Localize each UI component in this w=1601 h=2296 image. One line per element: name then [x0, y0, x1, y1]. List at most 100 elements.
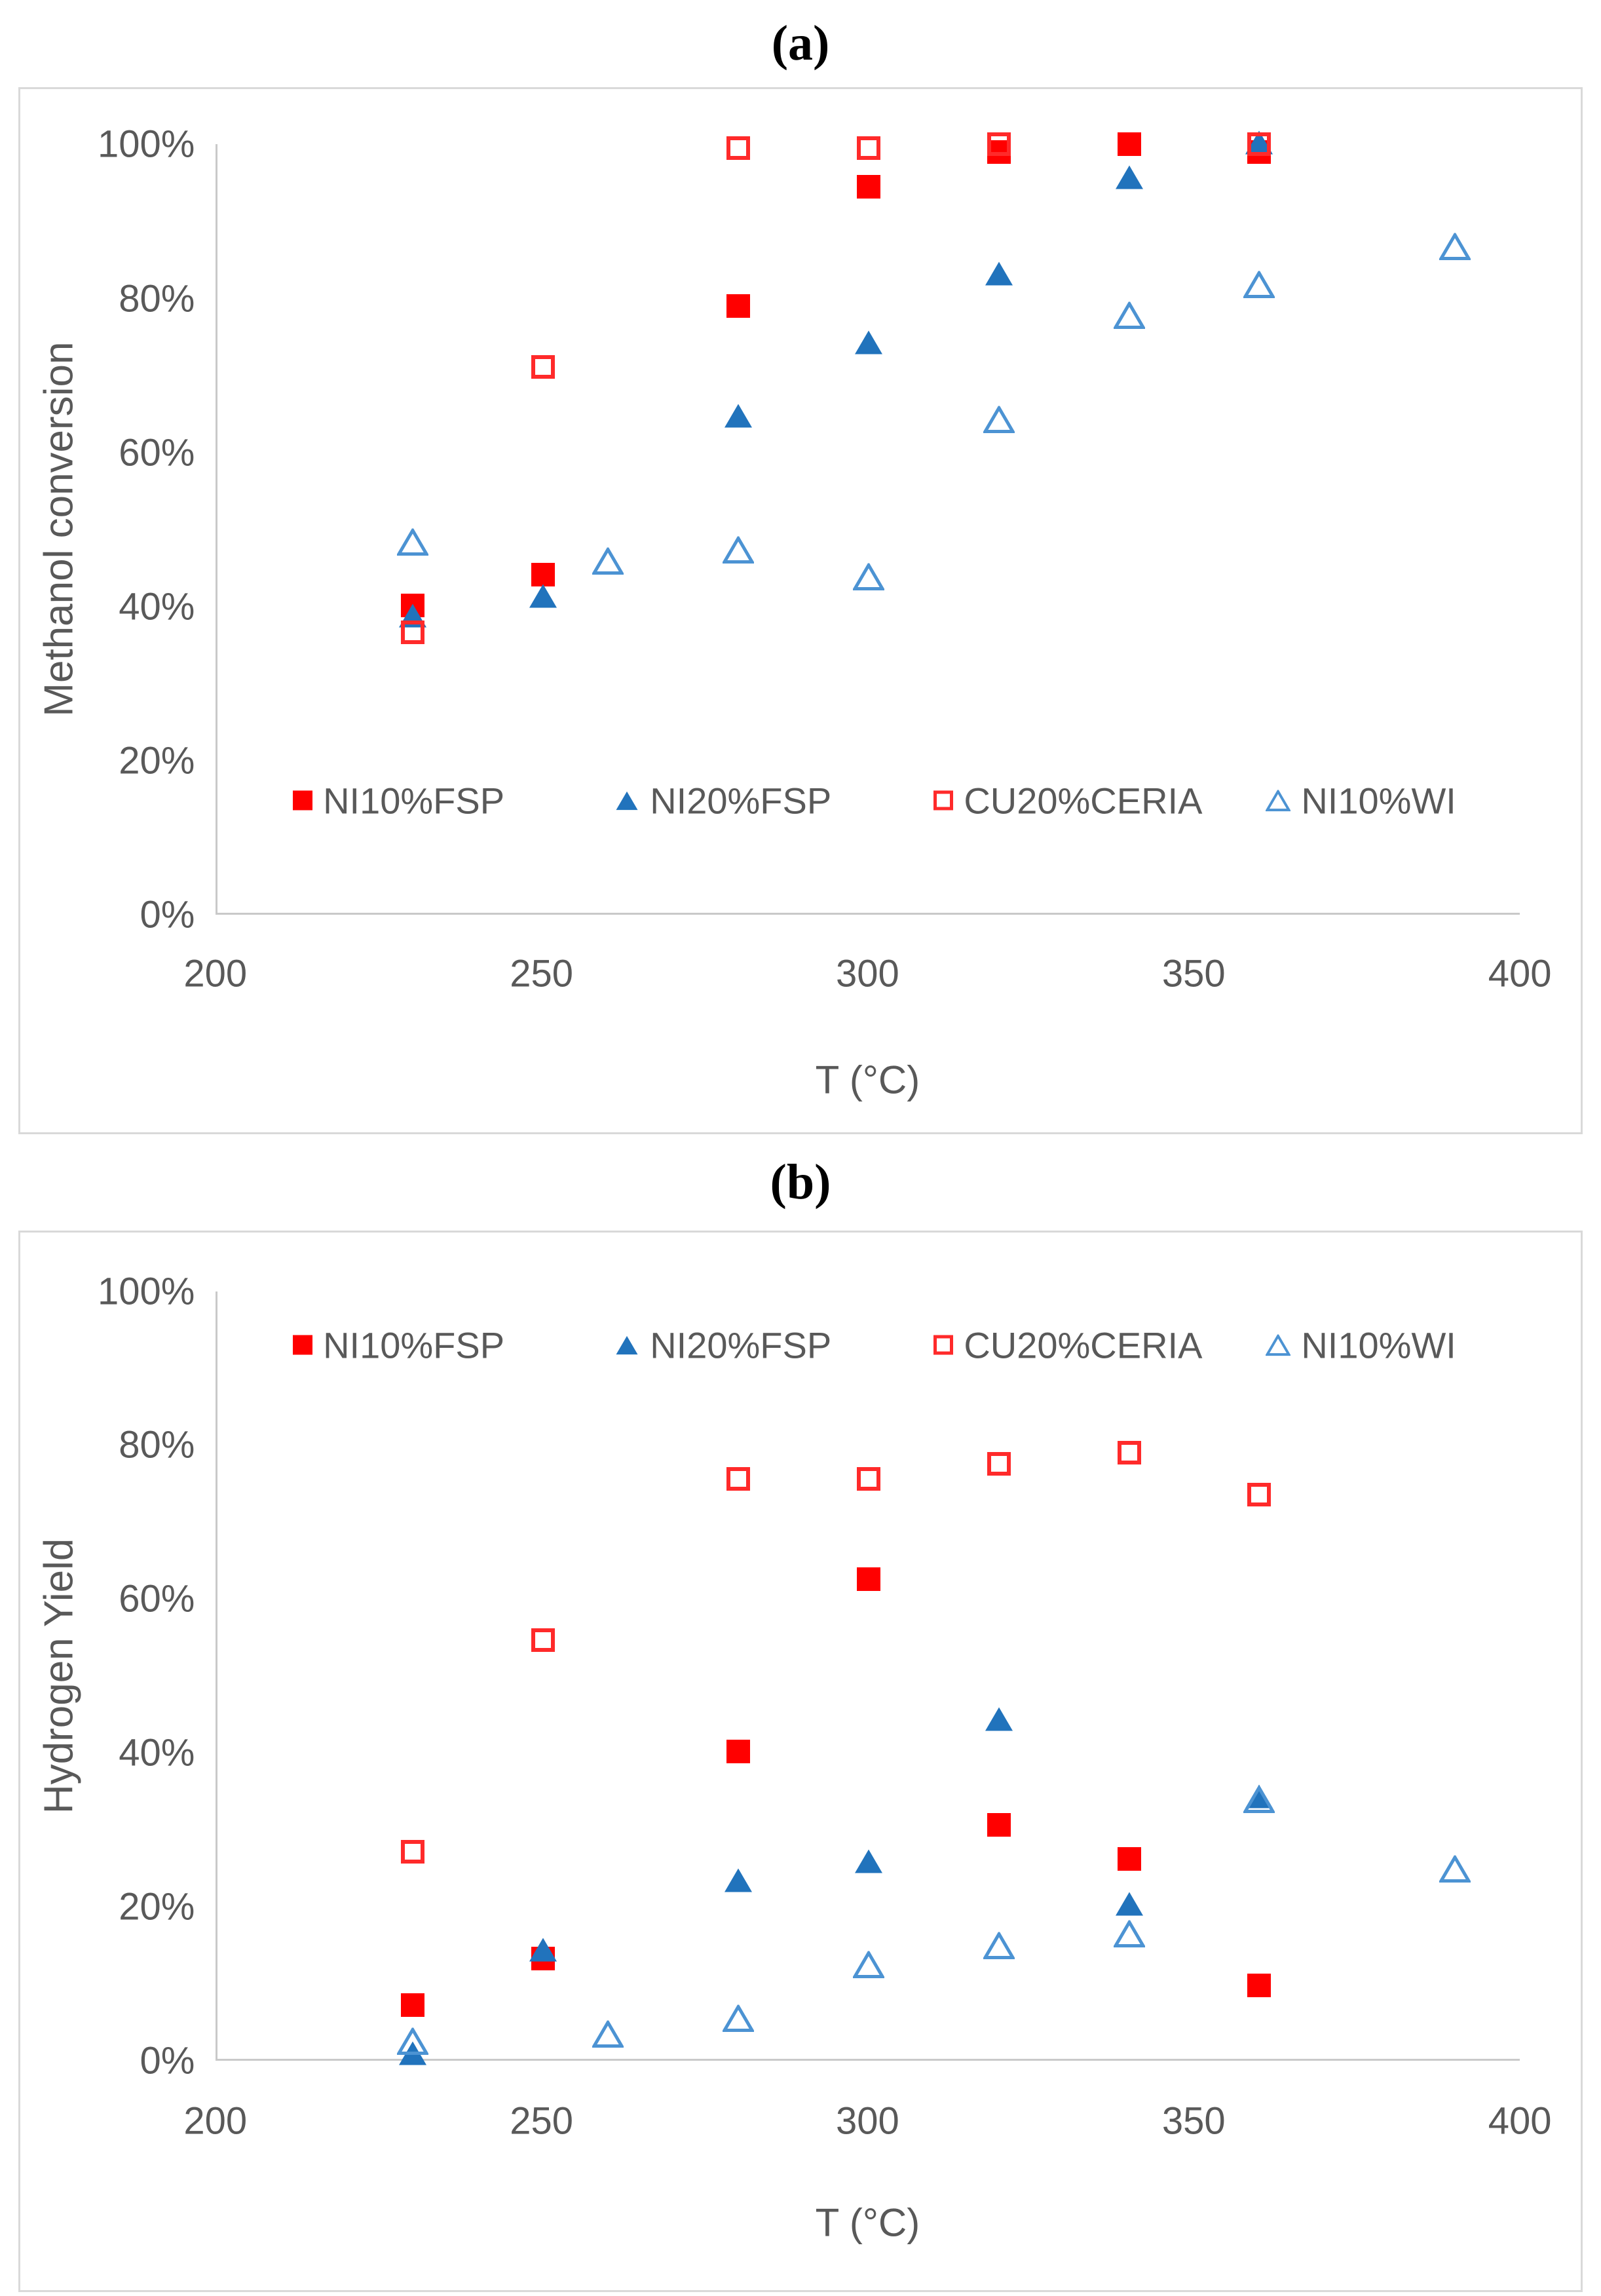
legend-item-CU20%CERIA: CU20%CERIA [933, 779, 1202, 822]
data-point-NI10%FSP [987, 1812, 1011, 1837]
legend-label: NI10%FSP [323, 780, 505, 822]
x-tick-label: 350 [1161, 2099, 1226, 2143]
data-point-NI20%FSP [1114, 164, 1145, 195]
data-point-NI20%FSP [723, 402, 754, 432]
triangle-open-marker [1112, 1919, 1146, 1948]
square-filled-marker [1117, 132, 1141, 157]
legend-label: NI10%FSP [323, 1324, 505, 1366]
square-open-marker [1247, 1482, 1271, 1506]
triangle-open-marker [1438, 231, 1472, 260]
triangle-open-marker [591, 546, 625, 575]
legend-item-NI10%WI: NI10%WI [1266, 779, 1456, 822]
square-open-marker [1247, 132, 1271, 157]
y-tick-label: 40% [119, 1731, 195, 1774]
plot-area-b: NI10%FSP NI20%FSP CU20%CERIA NI10%WI [215, 1291, 1520, 2065]
square-open-marker [856, 136, 880, 161]
square-open-marker [933, 790, 954, 811]
triangle-open-marker [1266, 1334, 1291, 1356]
data-point-CU20%CERIA [1247, 132, 1271, 157]
data-point-NI10%FSP [856, 174, 880, 199]
square-filled-marker [987, 1812, 1011, 1837]
legend-item-NI10%FSP: NI10%FSP [293, 1324, 504, 1366]
y-tick-label: 20% [119, 1885, 195, 1928]
square-open-marker [401, 621, 424, 645]
data-point-CU20%CERIA [1247, 1482, 1271, 1506]
square-filled-marker [293, 790, 313, 811]
y-tick-label: 0% [140, 893, 195, 936]
x-tick-label: 350 [1161, 952, 1226, 995]
square-open-marker [726, 136, 751, 161]
data-point-CU20%CERIA [726, 1467, 751, 1491]
triangle-filled-marker [529, 1938, 557, 1962]
data-point-NI10%WI [721, 535, 755, 567]
square-filled-marker [1247, 1974, 1271, 1998]
triangle-filled-marker [1115, 165, 1143, 189]
x-tick-label: 200 [183, 2099, 248, 2143]
data-point-NI10%WI [1243, 1784, 1276, 1817]
square-open-marker [987, 132, 1011, 157]
data-point-NI10%FSP [531, 563, 555, 587]
data-point-CU20%CERIA [856, 136, 880, 161]
data-point-CU20%CERIA [726, 136, 751, 161]
square-open-marker [933, 1335, 954, 1355]
data-point-CU20%CERIA [987, 132, 1011, 157]
legend-label: CU20%CERIA [964, 780, 1203, 822]
x-tick-label: 200 [183, 952, 248, 995]
data-point-NI10%FSP [726, 1740, 751, 1764]
square-filled-marker [401, 1993, 424, 2017]
triangle-open-marker [721, 2003, 755, 2033]
y-tick-label: 80% [119, 1423, 195, 1466]
data-point-NI20%FSP [1114, 1890, 1145, 1921]
triangle-open-marker [1243, 269, 1276, 299]
data-point-NI10%WI [1438, 1854, 1472, 1886]
y-tick-label: 40% [119, 585, 195, 628]
y-tick-label: 60% [119, 431, 195, 474]
square-filled-marker [726, 1740, 751, 1764]
data-point-NI20%FSP [527, 583, 559, 613]
data-point-NI10%FSP [856, 1567, 880, 1591]
triangle-open-marker [852, 1949, 886, 1979]
triangle-open-marker [1266, 790, 1291, 811]
legend-item-NI20%FSP: NI20%FSP [614, 1324, 831, 1366]
data-point-NI10%WI [982, 1930, 1016, 1962]
data-point-CU20%CERIA [1117, 1440, 1141, 1464]
legend-item-CU20%CERIA: CU20%CERIA [933, 1324, 1202, 1366]
data-point-NI10%WI [396, 527, 430, 560]
legend-label: NI20%FSP [650, 1324, 832, 1366]
data-point-NI20%FSP [983, 259, 1015, 290]
y-axis-ticks-b: 0% 20% 40% 60% 80% 100% [20, 1270, 201, 2082]
square-filled-marker [531, 563, 555, 587]
data-point-NI10%WI [591, 546, 625, 579]
square-open-marker [987, 1452, 1011, 1476]
square-filled-marker [1117, 1847, 1141, 1871]
data-point-NI20%FSP [527, 1936, 559, 1966]
triangle-filled-marker [529, 584, 557, 608]
legend-item-NI10%FSP: NI10%FSP [293, 779, 504, 822]
data-point-NI20%FSP [723, 1867, 754, 1898]
triangle-filled-marker [985, 1707, 1013, 1731]
triangle-open-marker [1438, 1854, 1472, 1883]
square-open-marker [726, 1467, 751, 1491]
data-point-NI10%FSP [726, 294, 751, 318]
triangle-filled-marker [985, 261, 1013, 286]
x-tick-label: 400 [1488, 2099, 1552, 2143]
data-point-NI10%WI [591, 2019, 625, 2051]
square-open-marker [531, 1628, 555, 1653]
y-axis-ticks-a: 0% 20% 40% 60% 80% 100% [20, 123, 201, 936]
triangle-open-marker [852, 562, 886, 590]
square-filled-marker [726, 294, 751, 318]
legend-label: NI20%FSP [650, 780, 832, 822]
x-axis-title-a: T (°C) [815, 1058, 920, 1102]
data-point-NI10%WI [1438, 231, 1472, 263]
data-point-NI10%WI [721, 2003, 755, 2036]
data-point-NI20%FSP [1243, 129, 1275, 160]
data-point-NI10%WI [852, 562, 886, 594]
triangle-filled-marker [854, 330, 882, 354]
triangle-filled-marker [854, 1849, 882, 1873]
x-axis-title-b: T (°C) [815, 2200, 920, 2245]
plot-area-a: NI10%FSP NI20%FSP CU20%CERIA NI10%WI [215, 130, 1520, 915]
y-tick-label: 20% [119, 739, 195, 782]
triangle-filled-marker [725, 1868, 753, 1892]
data-point-NI10%WI [1243, 269, 1276, 302]
